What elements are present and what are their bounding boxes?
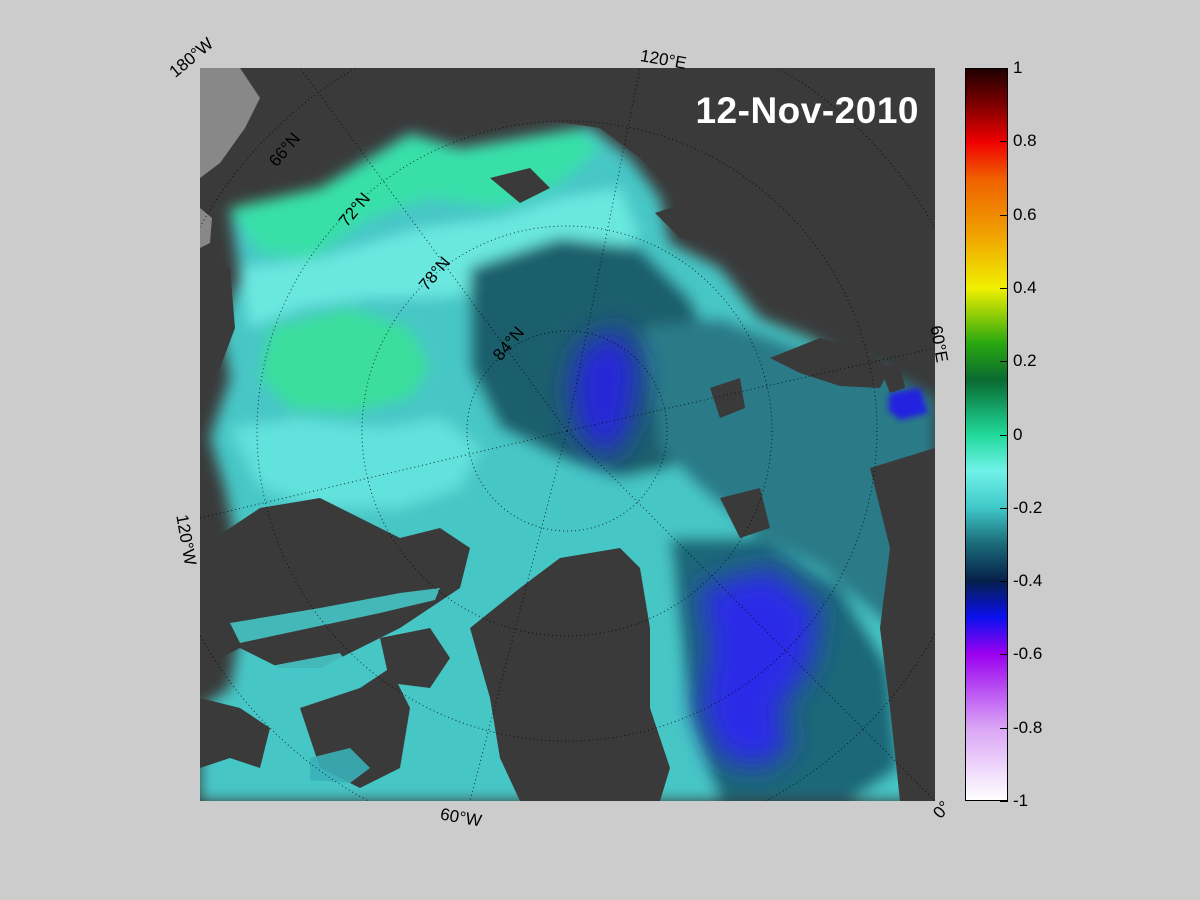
colorbar-tick-mark bbox=[1000, 801, 1008, 802]
alaska-grey-region bbox=[200, 68, 260, 178]
colorbar-tick-label: -1 bbox=[1013, 791, 1029, 810]
colorbar-tick-mark bbox=[1000, 68, 1008, 69]
colorbar-tick-mark bbox=[1000, 581, 1008, 582]
channels bbox=[230, 588, 440, 783]
colorbar-tick-label: -0.8 bbox=[1013, 717, 1043, 737]
colorbar-tick-label: 1 bbox=[1013, 58, 1023, 77]
colorbar-tick-label: -0.4 bbox=[1013, 571, 1043, 591]
graticule bbox=[200, 68, 935, 801]
map-graphic bbox=[200, 68, 935, 801]
colorbar-tick-label: -0.6 bbox=[1013, 644, 1043, 664]
colorbar-tick-mark bbox=[1000, 288, 1008, 289]
colorbar-tick-label: 0.4 bbox=[1013, 277, 1037, 297]
colorbar bbox=[965, 68, 1008, 801]
low-value-patches bbox=[570, 328, 820, 768]
colorbar-tick-mark bbox=[1000, 141, 1008, 142]
lon-label-60w: 60°W bbox=[438, 804, 484, 831]
colorbar-tick-label: -0.2 bbox=[1013, 497, 1043, 517]
polar-map: 12-Nov-2010 bbox=[200, 68, 935, 801]
land-masses bbox=[200, 68, 935, 801]
colorbar-tick-mark bbox=[1000, 508, 1008, 509]
date-label: 12-Nov-2010 bbox=[695, 90, 919, 131]
colorbar-tick-mark bbox=[1000, 361, 1008, 362]
grey-landmask bbox=[200, 208, 212, 248]
lon-label-0: 0° bbox=[929, 797, 955, 823]
colorbar-tick-label: 0.6 bbox=[1013, 204, 1037, 224]
colorbar-tick-label: 0 bbox=[1013, 424, 1023, 444]
lon-label-120w: 120°W bbox=[172, 513, 200, 567]
colorbar-tick-label: 0.2 bbox=[1013, 351, 1037, 371]
colorbar-tick-mark bbox=[1000, 435, 1008, 436]
colorbar-tick-mark bbox=[1000, 654, 1008, 655]
colorbar-tick-mark bbox=[1000, 728, 1008, 729]
colorbar-tick-label: 0.8 bbox=[1013, 131, 1037, 151]
colorbar-tick-mark bbox=[1000, 215, 1008, 216]
